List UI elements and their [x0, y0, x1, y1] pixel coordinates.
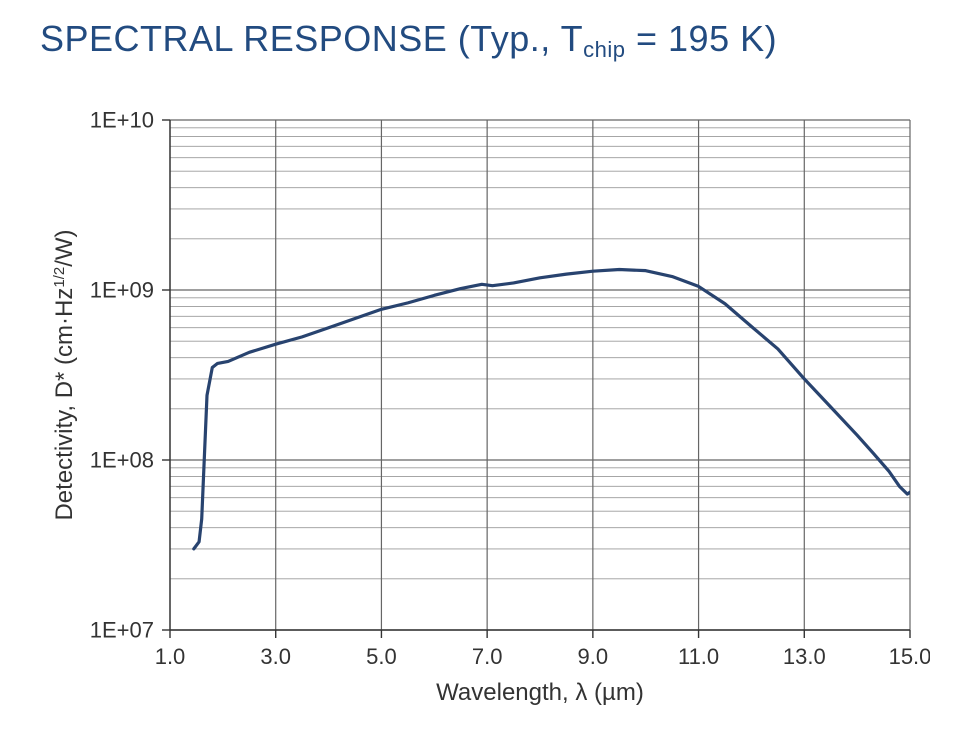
- svg-text:5.0: 5.0: [366, 644, 397, 669]
- svg-text:1E+10: 1E+10: [90, 108, 154, 133]
- title-prefix: SPECTRAL RESPONSE (Typ., T: [40, 18, 583, 59]
- svg-text:7.0: 7.0: [472, 644, 503, 669]
- svg-text:3.0: 3.0: [260, 644, 291, 669]
- svg-text:15.0: 15.0: [889, 644, 930, 669]
- spectral-response-chart: 1.0 3.0 5.0 7.0 9.0 11.0 13.0 15.0 1E+07 1E+08 1E+…: [40, 100, 930, 720]
- svg-text:13.0: 13.0: [783, 644, 826, 669]
- svg-text:1E+08: 1E+08: [90, 448, 154, 473]
- chart-title: SPECTRAL RESPONSE (Typ., Tchip = 195 K): [40, 18, 777, 60]
- title-suffix: = 195 K): [626, 18, 778, 59]
- svg-text:Wavelength, λ (µm): Wavelength, λ (µm): [436, 679, 644, 706]
- chart-svg: 1.0 3.0 5.0 7.0 9.0 11.0 13.0 15.0 1E+07 1E+08 1E+…: [40, 100, 930, 720]
- svg-text:9.0: 9.0: [578, 644, 609, 669]
- title-subscript: chip: [583, 37, 625, 62]
- svg-text:1.0: 1.0: [155, 644, 186, 669]
- svg-text:1E+09: 1E+09: [90, 278, 154, 303]
- svg-text:1E+07: 1E+07: [90, 618, 154, 643]
- svg-text:11.0: 11.0: [678, 644, 719, 669]
